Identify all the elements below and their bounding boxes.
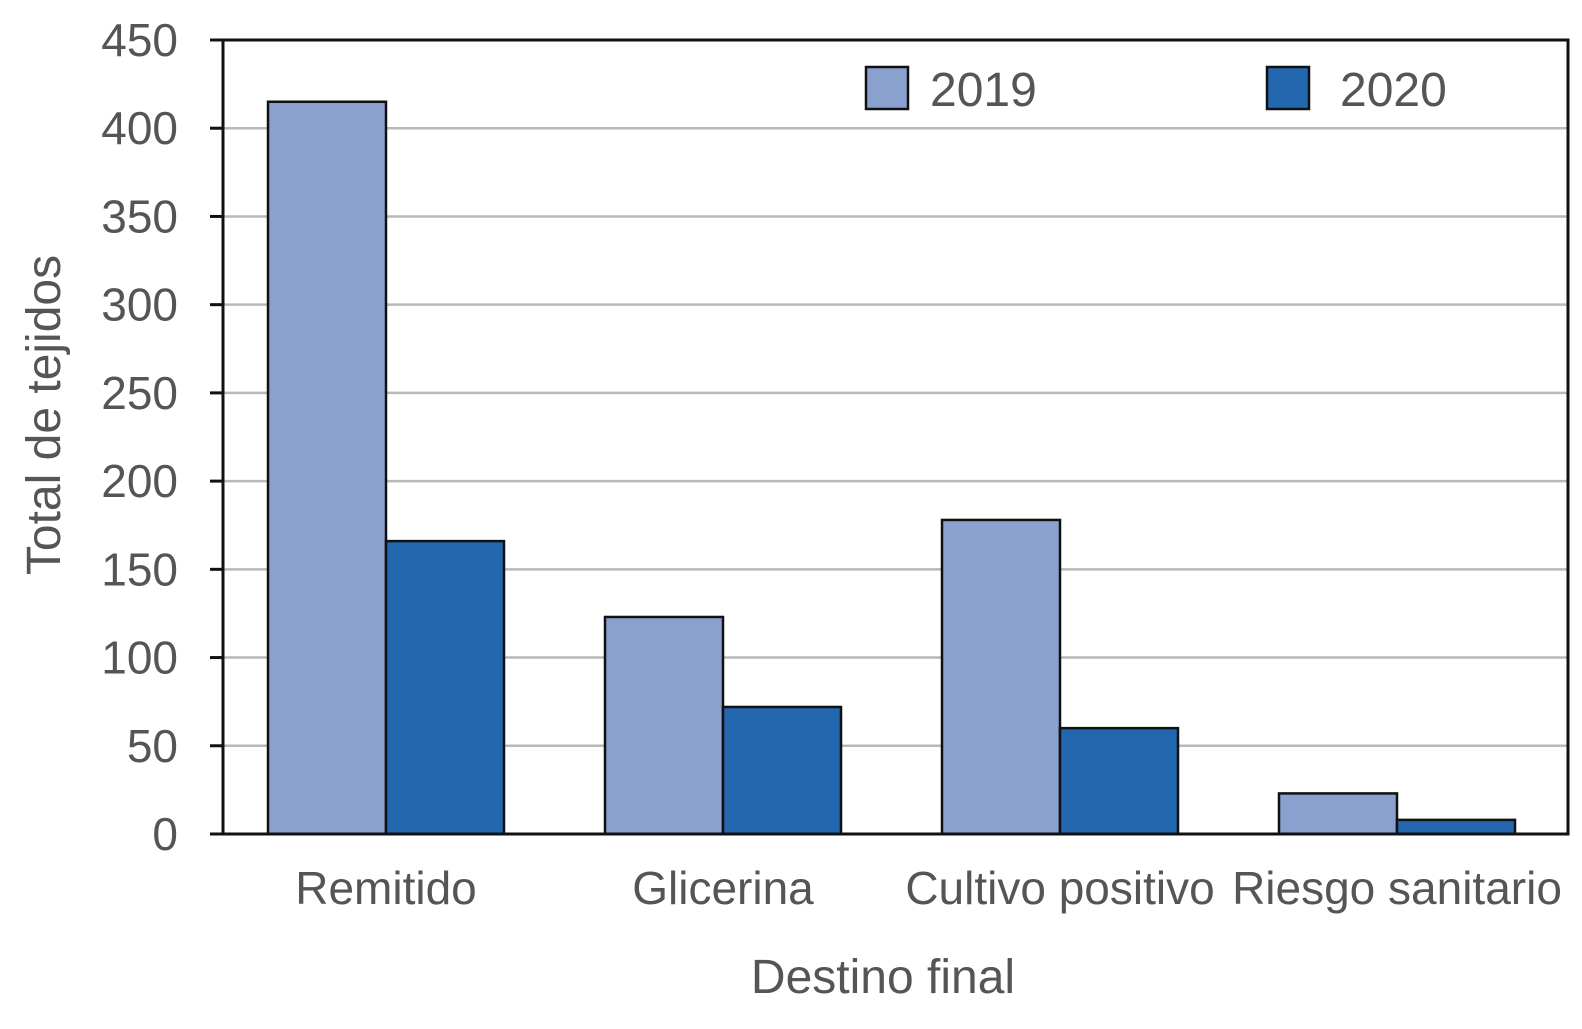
y-axis-ticks: 0 50 100 150 200 250 300 350 400 450 xyxy=(101,14,223,860)
plot-frame xyxy=(221,38,1570,836)
y-tick-label: 100 xyxy=(101,632,178,684)
legend-swatch-2020 xyxy=(1265,65,1311,111)
bar-2019-glicerina xyxy=(603,615,725,836)
legend: 2019 2020 xyxy=(864,64,1447,117)
bars xyxy=(266,100,1517,836)
y-tick-label: 150 xyxy=(101,543,178,595)
y-tick-label: 400 xyxy=(101,102,178,154)
bar-2020-remitido xyxy=(384,539,506,836)
y-tick-label: 250 xyxy=(101,367,178,419)
bar-2020-riesgo-sanitario xyxy=(1395,818,1517,836)
bar-2019-cultivo-positivo xyxy=(940,518,1062,836)
x-category-label: Remitido xyxy=(295,862,477,914)
bar-2019-riesgo-sanitario xyxy=(1277,792,1399,836)
y-tick-label: 450 xyxy=(101,14,178,66)
y-tick-label: 300 xyxy=(101,279,178,331)
y-tick-label: 0 xyxy=(152,808,178,860)
x-axis-category-labels: Remitido Glicerina Cultivo positivo Riesgo … xyxy=(295,862,1562,914)
axes xyxy=(221,38,1570,836)
bar-2019-remitido xyxy=(266,100,388,836)
x-axis-title: Destino final xyxy=(751,951,1015,1004)
y-tick-label: 50 xyxy=(127,720,178,772)
y-tick-label: 350 xyxy=(101,190,178,242)
y-axis-title: Total de tejidos xyxy=(18,255,71,575)
x-category-label: Glicerina xyxy=(632,862,814,914)
x-category-label: Riesgo sanitario xyxy=(1232,862,1562,914)
legend-swatch-2019 xyxy=(864,65,910,111)
y-tick-label: 200 xyxy=(101,455,178,507)
legend-label-2020: 2020 xyxy=(1340,64,1447,117)
x-category-label: Cultivo positivo xyxy=(905,862,1214,914)
legend-label-2019: 2019 xyxy=(930,64,1037,117)
bar-2020-cultivo-positivo xyxy=(1058,726,1180,836)
bar-2020-glicerina xyxy=(721,705,843,836)
